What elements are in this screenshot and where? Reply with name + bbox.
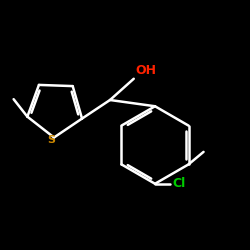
- Text: S: S: [47, 135, 55, 145]
- Text: Cl: Cl: [172, 177, 186, 190]
- Text: OH: OH: [135, 64, 156, 78]
